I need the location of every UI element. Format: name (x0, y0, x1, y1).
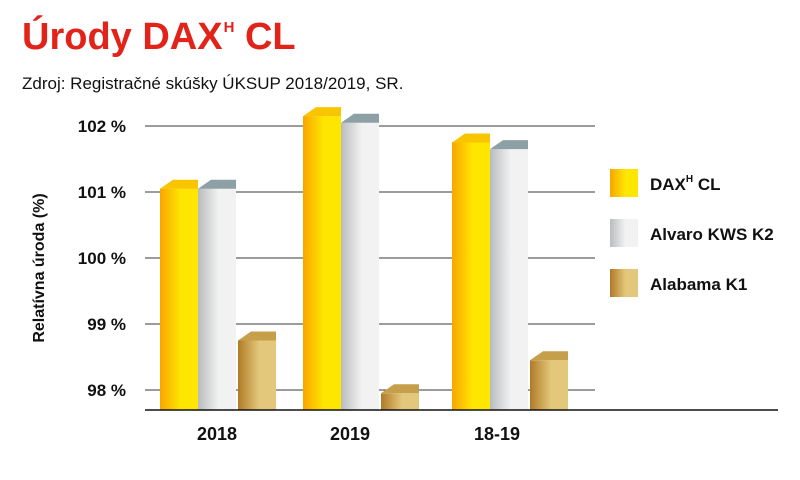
chart-title: Úrody DAXH CL (22, 18, 296, 56)
x-tick-labels: 2018 2019 18-19 (197, 424, 520, 444)
legend-item-alvaro: Alvaro KWS K2 (610, 219, 774, 247)
bar-dax-2018 (160, 179, 198, 410)
bar-alabama-2019 (381, 384, 419, 410)
bar-alabama-2018 (238, 331, 276, 410)
legend-label: DAXH CL (650, 174, 721, 194)
legend-label: Alvaro KWS K2 (650, 225, 774, 244)
y-tick-label: 101 % (78, 183, 126, 202)
legend: DAXH CL Alvaro KWS K2 Alabama K1 (610, 169, 774, 297)
bar-dax-2019 (303, 107, 341, 410)
title-text: Úrody DAX (22, 16, 223, 58)
y-tick-label: 100 % (78, 249, 126, 268)
bar-dax-18-19 (452, 133, 490, 410)
x-tick-label: 2019 (330, 424, 370, 444)
y-tick-label: 98 % (87, 381, 126, 400)
legend-item-dax: DAXH CL (610, 169, 721, 197)
y-tick-label: 99 % (87, 315, 126, 334)
title-superscript: H (223, 19, 235, 36)
legend-swatch (610, 169, 638, 197)
bar-alvaro-2018 (198, 179, 236, 410)
bars (160, 107, 568, 410)
legend-swatch (610, 269, 638, 297)
legend-label: Alabama K1 (650, 275, 747, 294)
y-axis-label: Relatívna úroda (%) (31, 193, 48, 342)
legend-item-alabama: Alabama K1 (610, 269, 747, 297)
bar-alvaro-18-19 (490, 140, 528, 410)
bar-alvaro-2019 (341, 113, 379, 410)
chart-subtitle: Zdroj: Registračné skúšky ÚKSUP 2018/201… (22, 74, 404, 93)
y-tick-labels: 98 % 99 % 100 % 101 % 102 % (78, 117, 126, 400)
x-tick-label: 2018 (197, 424, 237, 444)
bar-alabama-18-19 (530, 351, 568, 410)
x-tick-label: 18-19 (474, 424, 520, 444)
legend-swatch (610, 219, 638, 247)
y-tick-label: 102 % (78, 117, 126, 136)
title-suffix: CL (234, 16, 296, 58)
